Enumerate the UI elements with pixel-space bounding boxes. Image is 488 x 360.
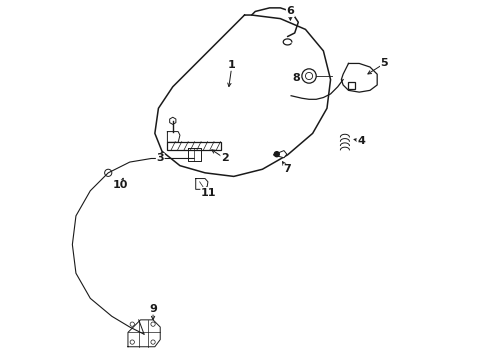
Bar: [167, 141, 221, 150]
Text: 3: 3: [156, 153, 163, 163]
Text: 11: 11: [201, 188, 216, 198]
Bar: [348, 82, 354, 89]
Circle shape: [274, 152, 279, 157]
Text: 6: 6: [286, 6, 294, 17]
Text: 9: 9: [149, 304, 157, 314]
Text: 4: 4: [356, 136, 364, 145]
Polygon shape: [273, 150, 286, 158]
Text: 1: 1: [227, 60, 235, 70]
Text: 2: 2: [221, 153, 228, 163]
Text: 5: 5: [380, 58, 387, 68]
Text: 10: 10: [113, 180, 128, 190]
Text: 8: 8: [292, 73, 300, 83]
Text: 7: 7: [283, 164, 291, 174]
